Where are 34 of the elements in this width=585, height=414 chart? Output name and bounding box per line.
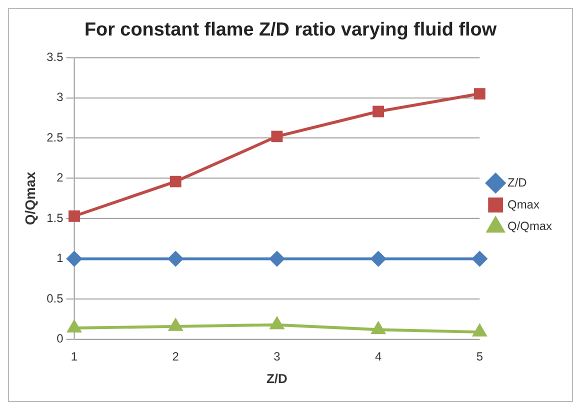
x-axis-title: Z/D bbox=[266, 370, 288, 386]
y-tick-label: 0 bbox=[56, 332, 64, 346]
y-axis-title: Q/Qmax bbox=[22, 172, 38, 226]
legend-label: Qmax bbox=[508, 197, 540, 212]
point bbox=[372, 322, 385, 334]
x-tick-label: 2 bbox=[172, 350, 180, 364]
y-tick-label: 2 bbox=[56, 170, 64, 185]
point bbox=[474, 88, 486, 100]
point bbox=[168, 318, 182, 331]
y-tick-label: 3 bbox=[56, 90, 64, 104]
point bbox=[269, 251, 284, 266]
y-tick-label: 2.5 bbox=[46, 130, 64, 144]
x-tick-label: 3 bbox=[274, 350, 281, 364]
y-tick-label: 1 bbox=[56, 251, 64, 266]
point bbox=[271, 130, 283, 142]
point bbox=[270, 317, 284, 330]
x-tick-label: 4 bbox=[374, 350, 382, 364]
y-tick-label: 3.5 bbox=[46, 50, 64, 64]
point bbox=[68, 320, 81, 333]
y-tick-label: 0.5 bbox=[46, 291, 64, 306]
legend-label: Z/D bbox=[508, 175, 528, 190]
chart-title: For constant flame Z/D ratio varying fluid flow bbox=[84, 20, 497, 40]
x-tick-label: 5 bbox=[476, 350, 484, 364]
point bbox=[66, 251, 82, 266]
point bbox=[68, 210, 80, 222]
y-tick-label: 1.5 bbox=[46, 210, 64, 225]
point bbox=[168, 251, 184, 266]
point bbox=[472, 251, 488, 266]
point bbox=[370, 251, 386, 266]
point bbox=[372, 106, 384, 118]
point bbox=[170, 176, 182, 188]
point bbox=[472, 324, 486, 337]
legend-label: Q/Qmax bbox=[508, 219, 552, 234]
x-tick-label: 1 bbox=[70, 350, 78, 364]
